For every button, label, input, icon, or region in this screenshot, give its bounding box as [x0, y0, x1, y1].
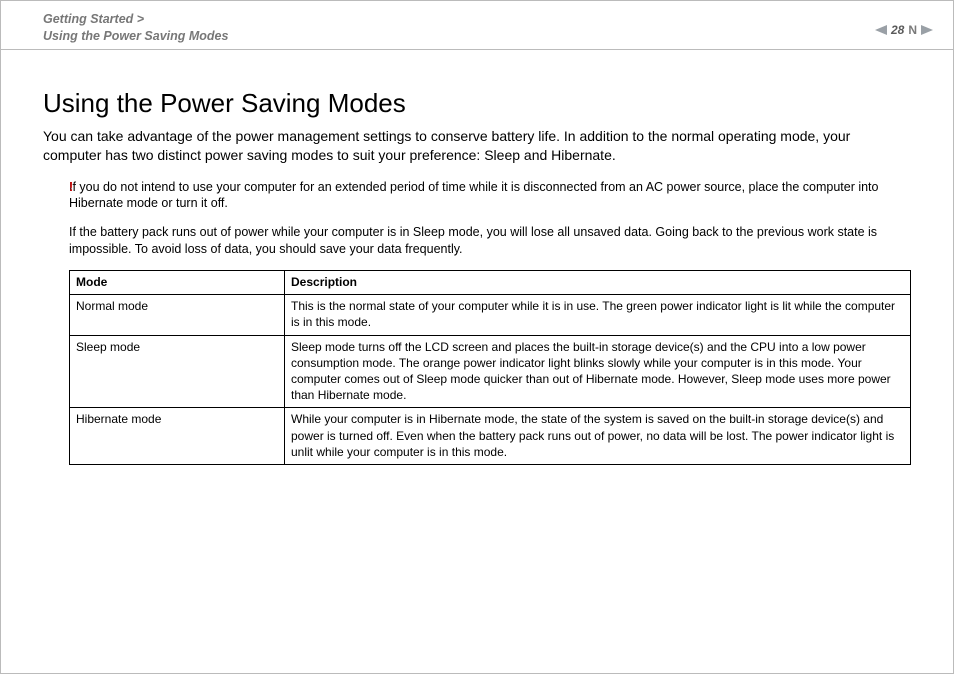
n-mark: N: [908, 23, 917, 37]
note-paragraph-2: If the battery pack runs out of power wh…: [69, 224, 911, 258]
page-header: Getting Started > Using the Power Saving…: [1, 1, 953, 50]
intro-paragraph: You can take advantage of the power mana…: [43, 127, 911, 165]
table-row: Sleep mode Sleep mode turns off the LCD …: [70, 335, 911, 408]
breadcrumb-line-2: Using the Power Saving Modes: [43, 28, 911, 45]
prev-page-arrow-icon[interactable]: [875, 25, 887, 35]
col-header-description: Description: [285, 271, 911, 295]
caution-note: ! If you do not intend to use your compu…: [69, 179, 911, 259]
modes-table: Mode Description Normal mode This is the…: [69, 270, 911, 465]
page-number: 28: [891, 23, 904, 37]
col-header-mode: Mode: [70, 271, 285, 295]
cell-description: Sleep mode turns off the LCD screen and …: [285, 335, 911, 408]
pager: 28 N: [875, 23, 933, 37]
page-content: Using the Power Saving Modes You can tak…: [1, 50, 953, 465]
table-row: Normal mode This is the normal state of …: [70, 295, 911, 335]
table-row: Hibernate mode While your computer is in…: [70, 408, 911, 465]
cell-description: This is the normal state of your compute…: [285, 295, 911, 335]
table-header-row: Mode Description: [70, 271, 911, 295]
cell-mode: Normal mode: [70, 295, 285, 335]
page-title: Using the Power Saving Modes: [43, 88, 911, 119]
cell-description: While your computer is in Hibernate mode…: [285, 408, 911, 465]
warning-icon: !: [69, 179, 73, 196]
next-page-arrow-icon[interactable]: [921, 25, 933, 35]
cell-mode: Sleep mode: [70, 335, 285, 408]
cell-mode: Hibernate mode: [70, 408, 285, 465]
note-paragraph-1: If you do not intend to use your compute…: [69, 179, 911, 213]
breadcrumb-line-1: Getting Started >: [43, 11, 911, 28]
